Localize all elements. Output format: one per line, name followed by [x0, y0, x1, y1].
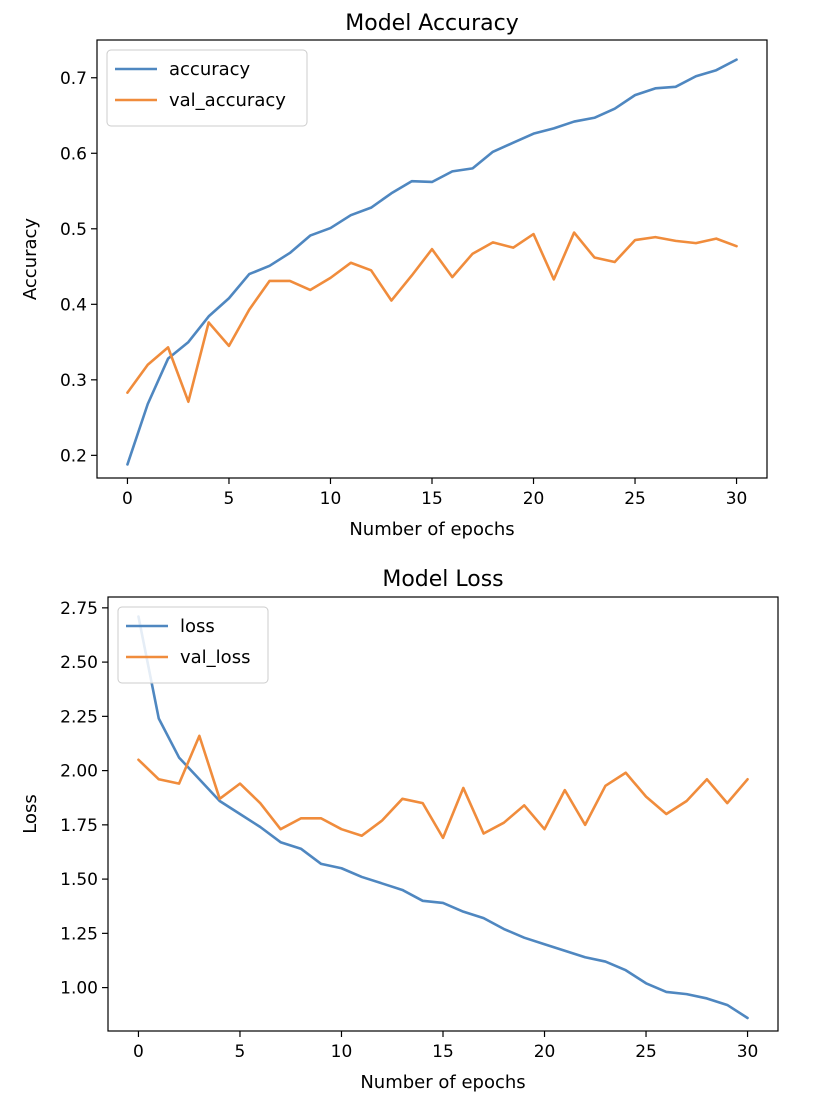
accuracy-x-tick-label: 0 — [122, 489, 133, 509]
loss-y-axis-label: Loss — [20, 794, 41, 833]
loss-y-tick-label: 1.25 — [60, 924, 98, 944]
loss-y-tick-label: 1.00 — [60, 979, 98, 999]
loss-x-tick-label: 15 — [432, 1042, 454, 1062]
loss-panel: Model Loss 0 5 10 15 20 25 30 1.00 1.25 1.50 1.75 2.… — [20, 567, 779, 1093]
loss-legend-label-val-loss: val_loss — [180, 647, 250, 668]
loss-x-tick-label: 5 — [235, 1042, 246, 1062]
loss-y-tick-label: 1.50 — [60, 870, 98, 890]
loss-chart-title: Model Loss — [382, 567, 503, 592]
accuracy-y-tick-label: 0.4 — [60, 295, 87, 315]
accuracy-y-tick-label: 0.2 — [60, 446, 87, 466]
accuracy-x-tick-label: 5 — [224, 489, 235, 509]
loss-y-tick-label: 2.50 — [60, 653, 98, 673]
accuracy-x-axis-label: Number of epochs — [349, 519, 514, 540]
accuracy-legend-label-accuracy: accuracy — [169, 59, 251, 80]
loss-y-tick-label: 2.25 — [60, 707, 98, 727]
accuracy-series-accuracy-line — [126, 58, 738, 466]
accuracy-legend-label-val-accuracy: val_accuracy — [169, 90, 286, 111]
accuracy-chart-title: Model Accuracy — [345, 11, 519, 36]
accuracy-x-tick-label: 25 — [624, 489, 646, 509]
accuracy-y-tick-label: 0.6 — [60, 144, 87, 164]
loss-x-tick-label: 30 — [737, 1042, 759, 1062]
accuracy-x-tick-label: 20 — [523, 489, 545, 509]
loss-x-tick-label: 10 — [331, 1042, 353, 1062]
loss-y-tick-label: 2.75 — [60, 599, 98, 619]
accuracy-series-val-accuracy-line — [126, 231, 738, 404]
loss-series-loss-line — [137, 615, 749, 1020]
loss-y-tick-label: 1.75 — [60, 816, 98, 836]
accuracy-y-axis-label: Accuracy — [20, 218, 41, 301]
accuracy-panel: Model Accuracy 0 5 10 15 20 25 30 0.2 0.3 0.4 0.5 0.… — [20, 11, 768, 540]
accuracy-y-tick-label: 0.5 — [60, 220, 87, 240]
loss-x-tick-label: 0 — [133, 1042, 144, 1062]
loss-x-axis-label: Number of epochs — [360, 1072, 525, 1093]
loss-x-tick-label: 25 — [635, 1042, 657, 1062]
accuracy-x-tick-label: 30 — [726, 489, 748, 509]
accuracy-y-tick-label: 0.7 — [60, 69, 87, 89]
loss-legend-label-loss: loss — [180, 616, 215, 637]
loss-series-val-loss-line — [137, 734, 749, 840]
accuracy-y-tick-label: 0.3 — [60, 371, 87, 391]
loss-x-tick-label: 20 — [534, 1042, 556, 1062]
accuracy-x-tick-label: 15 — [421, 489, 443, 509]
accuracy-x-tick-label: 10 — [320, 489, 342, 509]
loss-y-tick-label: 2.00 — [60, 762, 98, 782]
